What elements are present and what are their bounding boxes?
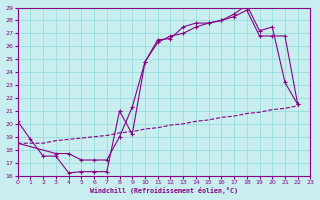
X-axis label: Windchill (Refroidissement éolien,°C): Windchill (Refroidissement éolien,°C): [90, 187, 238, 194]
